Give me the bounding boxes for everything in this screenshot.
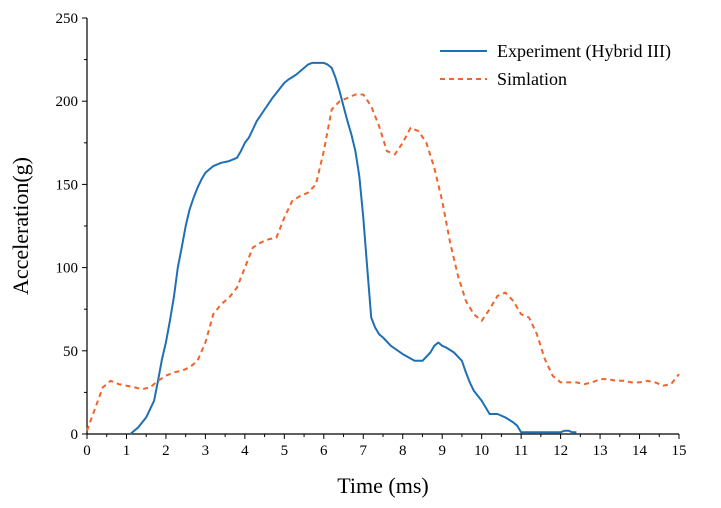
x-tick-label: 8	[399, 443, 407, 459]
x-tick-label: 5	[281, 443, 289, 459]
series-layer	[86, 61, 680, 435]
x-tick-label: 14	[632, 443, 648, 459]
y-tick-label: 50	[63, 344, 78, 360]
x-axis-ticks: 0 1 2 3 4 5 6 7 8 9 10 11 12 13 14 15	[83, 434, 687, 459]
series-line-simulation	[86, 93, 680, 432]
x-tick-label: 9	[438, 443, 446, 459]
legend-label-simulation: Simlation	[497, 69, 567, 89]
x-tick-label: 2	[162, 443, 170, 459]
x-tick-label: 6	[320, 443, 328, 459]
legend: Experiment (Hybrid III) Simlation	[440, 41, 671, 89]
x-tick-label: 11	[514, 443, 528, 459]
x-tick-label: 10	[474, 443, 489, 459]
y-tick-label: 100	[56, 261, 79, 277]
series-line-experiment	[129, 61, 577, 435]
x-tick-label: 13	[593, 443, 608, 459]
x-axis-title: Time (ms)	[337, 473, 428, 498]
x-tick-label: 0	[83, 443, 91, 459]
x-tick-label: 1	[123, 443, 131, 459]
y-axis-ticks: 0 50 100 150 200 250	[56, 11, 87, 443]
y-tick-label: 150	[56, 177, 79, 193]
y-tick-label: 200	[56, 94, 79, 110]
y-tick-label: 250	[56, 11, 79, 27]
x-tick-label: 4	[241, 443, 249, 459]
x-tick-label: 3	[202, 443, 210, 459]
x-tick-label: 12	[553, 443, 568, 459]
y-axis-title: Acceleration(g)	[8, 157, 33, 295]
y-tick-label: 0	[71, 427, 79, 443]
legend-label-experiment: Experiment (Hybrid III)	[497, 41, 671, 62]
x-tick-label: 7	[360, 443, 368, 459]
x-tick-label: 15	[672, 443, 687, 459]
